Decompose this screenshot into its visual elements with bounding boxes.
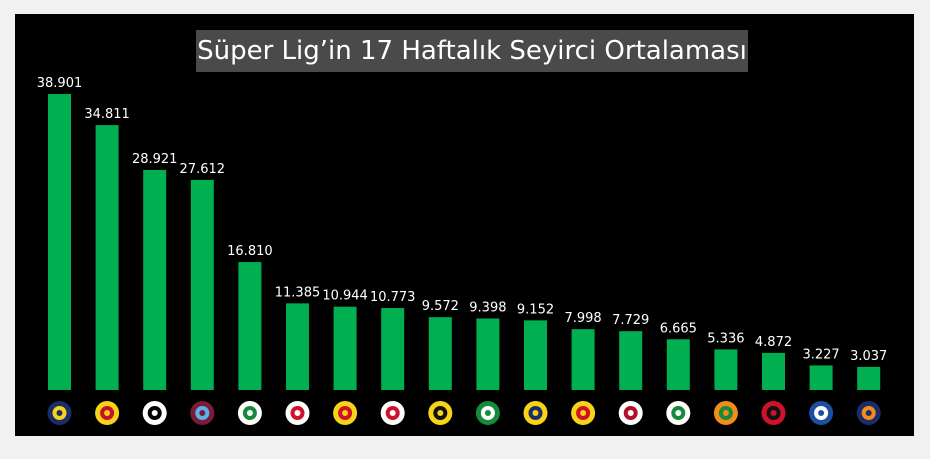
value-label-17: 3.227 <box>802 347 839 362</box>
value-label-14: 6.665 <box>660 321 697 336</box>
bar-14 <box>666 339 690 390</box>
value-label-12: 7.998 <box>564 311 601 326</box>
value-label-18: 3.037 <box>850 349 887 364</box>
team-logo-icon-9 <box>428 401 453 425</box>
bar-13 <box>619 331 643 390</box>
bar-11 <box>524 320 547 390</box>
value-label-9: 9.572 <box>422 299 459 314</box>
value-label-4: 27.612 <box>180 162 226 177</box>
bar-10 <box>476 318 500 390</box>
team-logo-icon-15 <box>713 401 738 425</box>
bar-12 <box>571 329 595 390</box>
value-label-15: 5.336 <box>707 331 744 346</box>
value-label-10: 9.398 <box>469 300 506 315</box>
bar-15 <box>714 349 738 390</box>
team-logo-icon-11 <box>523 401 548 425</box>
bar-16 <box>762 352 785 390</box>
bar-3 <box>143 169 167 390</box>
team-logo-icon-10 <box>475 401 500 425</box>
value-label-8: 10.773 <box>370 290 416 305</box>
team-logo-icon-7 <box>333 401 358 425</box>
team-logo-icon-18 <box>856 401 881 425</box>
chart-title: Süper Lig’in 17 Haftalık Seyirci Ortalam… <box>197 36 747 66</box>
team-logo-icon-8 <box>380 401 405 425</box>
bar-8 <box>381 308 405 390</box>
value-label-2: 34.811 <box>84 107 130 122</box>
team-logo-icon-17 <box>809 401 834 425</box>
team-logo-icon-4 <box>190 401 215 425</box>
bar-2 <box>95 125 119 391</box>
bar-1 <box>48 94 71 390</box>
value-label-3: 28.921 <box>132 152 178 167</box>
value-label-5: 16.810 <box>227 244 273 259</box>
team-logo-icon-6 <box>285 401 310 425</box>
bar-7 <box>333 306 357 390</box>
team-logo-icon-3 <box>142 401 167 425</box>
title-box: Süper Lig’in 17 Haftalık Seyirci Ortalam… <box>196 30 748 72</box>
bar-9 <box>428 317 452 390</box>
team-logo-icon-1 <box>47 401 72 425</box>
bar-4 <box>190 179 214 390</box>
value-label-16: 4.872 <box>755 335 792 350</box>
bar-17 <box>809 365 833 390</box>
bar-5 <box>238 262 262 390</box>
value-label-13: 7.729 <box>612 313 649 328</box>
team-logo-icon-2 <box>95 401 120 425</box>
team-logo-icon-14 <box>666 401 691 425</box>
bar-18 <box>857 366 881 390</box>
team-logo-icon-16 <box>761 401 786 425</box>
team-logo-icon-12 <box>571 401 596 425</box>
value-label-1: 38.901 <box>37 76 83 91</box>
bar-6 <box>286 303 309 390</box>
team-logo-icon-5 <box>237 401 262 425</box>
value-label-6: 11.385 <box>275 285 321 300</box>
value-label-7: 10.944 <box>322 289 368 304</box>
value-label-11: 9.152 <box>517 302 554 317</box>
team-logo-icon-13 <box>618 401 643 425</box>
